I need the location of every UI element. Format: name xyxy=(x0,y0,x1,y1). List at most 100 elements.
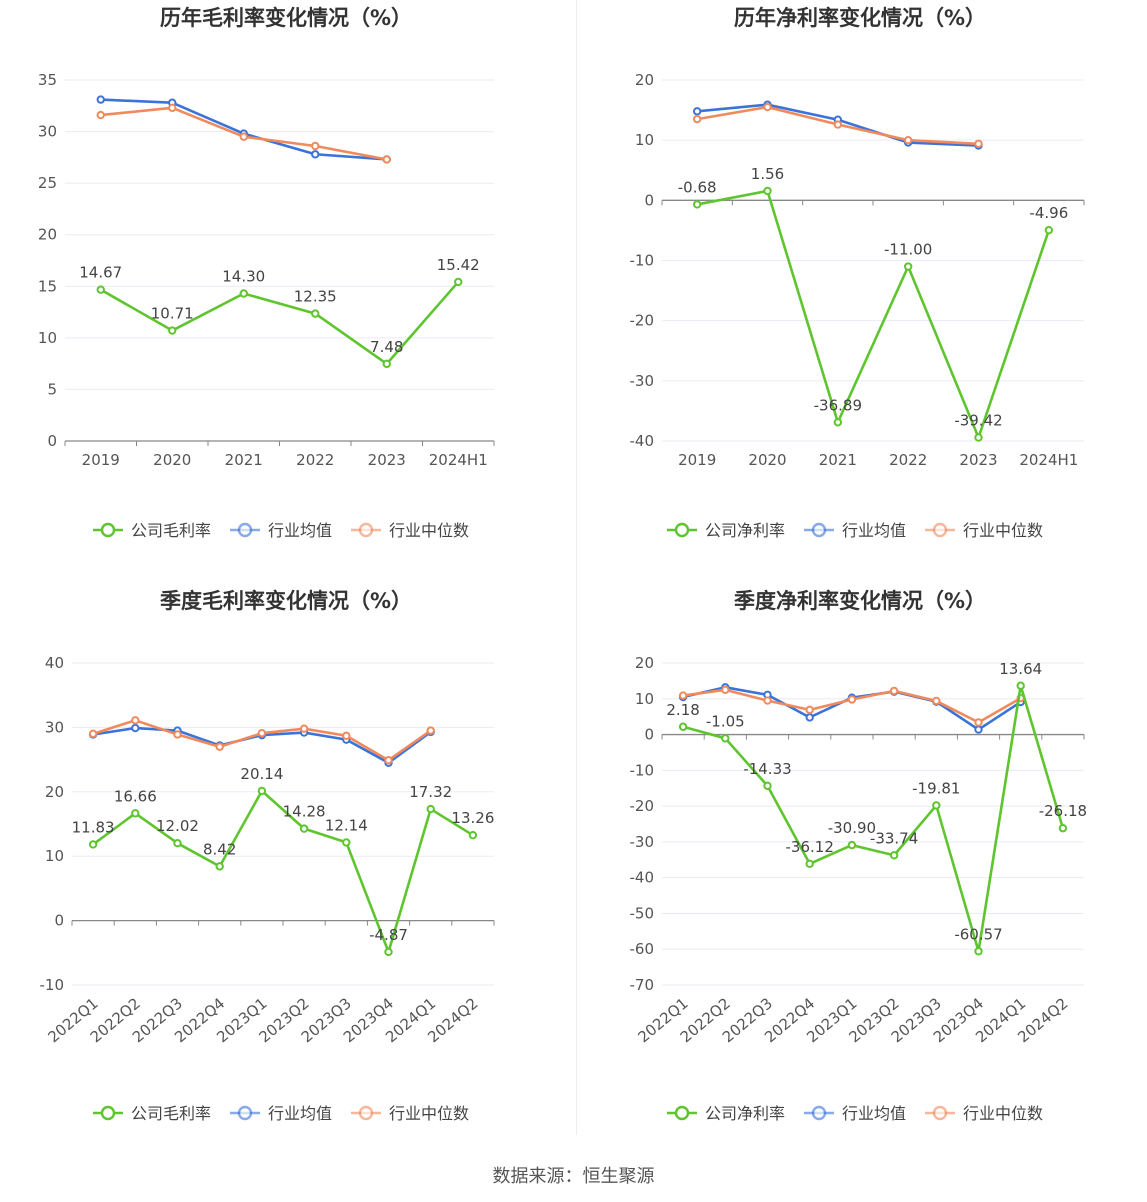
x-tick-label: 2019 xyxy=(82,451,120,469)
series-line-company xyxy=(696,189,1051,439)
y-tick-label: 15 xyxy=(38,277,57,295)
point-company xyxy=(299,824,309,833)
legend: 公司毛利率 行业均值 行业中位数 xyxy=(93,1104,469,1123)
y-tick-label: -10 xyxy=(40,976,65,994)
y-tick-label: 30 xyxy=(38,123,57,141)
data-label: 14.67 xyxy=(79,264,122,282)
point-median xyxy=(692,114,702,124)
point-company xyxy=(805,859,814,868)
point-company xyxy=(426,804,435,814)
legend-label-company: 公司净利率 xyxy=(705,1104,785,1123)
y-tick-label: 0 xyxy=(644,191,654,209)
legend: 公司净利率 行业均值 行业中位数 xyxy=(667,1104,1043,1123)
data-label: -36.89 xyxy=(814,396,862,414)
chart-panel-annual-net-margin: 历年净利率变化情况（%） -40 -30 -20 -10 0 10 20 2019 2020 202… xyxy=(574,0,1147,583)
legend-marker-company xyxy=(674,522,690,538)
point-company xyxy=(763,781,772,791)
point-median xyxy=(833,120,843,129)
legend-label-median: 行业中位数 xyxy=(389,1104,469,1123)
y-tick-label: 10 xyxy=(45,847,64,865)
data-label: -11.00 xyxy=(884,241,932,259)
point-median xyxy=(763,696,772,705)
legend-marker-company xyxy=(674,1105,690,1121)
y-tick-label: -50 xyxy=(630,904,655,922)
y-tick-label: 20 xyxy=(45,783,64,801)
point-company xyxy=(974,947,983,956)
data-label: 13.64 xyxy=(999,660,1042,678)
point-median xyxy=(426,726,435,735)
point-company xyxy=(903,262,913,271)
legend-label-median: 行业中位数 xyxy=(389,521,469,540)
point-company xyxy=(342,838,351,847)
x-tick-label: 2023 xyxy=(368,451,406,469)
point-avg xyxy=(974,725,983,734)
point-company xyxy=(692,200,702,209)
y-tick-label: 40 xyxy=(45,654,64,672)
y-tick-label: -30 xyxy=(630,833,655,851)
data-label: -1.05 xyxy=(706,712,745,730)
x-tick-label: 2024H1 xyxy=(429,451,488,469)
point-company xyxy=(1058,824,1068,833)
point-median xyxy=(173,730,182,739)
y-tick-label: 25 xyxy=(38,174,57,192)
chart-title: 历年毛利率变化情况（%） xyxy=(160,6,412,30)
point-company xyxy=(721,734,730,743)
chart-panel-annual-gross-margin: 历年毛利率变化情况（%） 0 5 10 15 20 25 30 35 2019 2020 2021 20… xyxy=(0,0,573,583)
x-tick-label: 2023 xyxy=(959,451,997,469)
point-company xyxy=(974,433,983,442)
legend-marker-median xyxy=(932,522,948,538)
legend-label-median: 行业中位数 xyxy=(963,1104,1043,1123)
point-company xyxy=(1044,225,1054,235)
x-tick-label: 2024H1 xyxy=(1019,451,1078,469)
point-company xyxy=(168,326,177,335)
data-label: 10.71 xyxy=(151,305,194,323)
point-company xyxy=(257,786,267,796)
legend-marker-avg xyxy=(811,1105,827,1121)
y-tick-label: -20 xyxy=(630,797,655,815)
point-company xyxy=(833,418,843,427)
data-label: -36.12 xyxy=(786,838,834,856)
y-tick-label: 10 xyxy=(635,131,654,149)
data-label: -39.42 xyxy=(954,412,1002,430)
point-company xyxy=(382,359,391,369)
point-median xyxy=(257,728,267,738)
y-tick-label: 0 xyxy=(47,432,57,450)
data-label: -33.74 xyxy=(870,829,918,847)
data-label: -4.87 xyxy=(369,926,408,944)
chart-panel-quarterly-gross-margin: 季度毛利率变化情况（%） -10 0 10 20 30 40 2022Q1 2022Q2 2022… xyxy=(0,583,573,1166)
data-label: -19.81 xyxy=(912,779,960,797)
point-median xyxy=(384,756,393,765)
legend-label-median: 行业中位数 xyxy=(963,521,1043,540)
data-label: 1.56 xyxy=(751,165,784,183)
legend-label-company: 公司净利率 xyxy=(705,521,785,540)
point-median xyxy=(239,132,248,141)
legend-marker-avg xyxy=(237,1105,253,1121)
data-label: 17.32 xyxy=(409,783,452,801)
point-median xyxy=(805,705,814,715)
legend-label-company: 公司毛利率 xyxy=(131,521,211,540)
point-median xyxy=(974,718,983,727)
panel-divider xyxy=(576,0,577,1135)
legend: 公司毛利率 行业均值 行业中位数 xyxy=(93,521,469,540)
legend-marker-median xyxy=(358,1105,374,1121)
data-label: -30.90 xyxy=(828,819,876,837)
y-tick-label: -10 xyxy=(630,252,655,270)
y-tick-label: 20 xyxy=(635,71,654,89)
chart-svg-quarterly-gross-margin: 季度毛利率变化情况（%）-100102030402022Q12022Q22022… xyxy=(40,589,495,1123)
data-label: -26.18 xyxy=(1039,802,1087,820)
y-tick-label: 30 xyxy=(45,718,64,736)
legend-marker-median xyxy=(932,1105,948,1121)
point-avg xyxy=(805,713,814,722)
data-label: -60.57 xyxy=(954,925,1002,943)
point-company xyxy=(847,840,857,850)
point-median xyxy=(763,102,772,112)
chart-title: 季度毛利率变化情况（%） xyxy=(160,589,412,613)
point-company xyxy=(239,289,248,298)
point-avg xyxy=(692,107,702,116)
point-median xyxy=(342,731,351,740)
data-label: 13.26 xyxy=(451,809,494,827)
point-median xyxy=(974,139,983,148)
legend-marker-company xyxy=(100,522,116,538)
x-tick-label: 2022 xyxy=(296,451,334,469)
data-label: 15.42 xyxy=(437,256,480,274)
